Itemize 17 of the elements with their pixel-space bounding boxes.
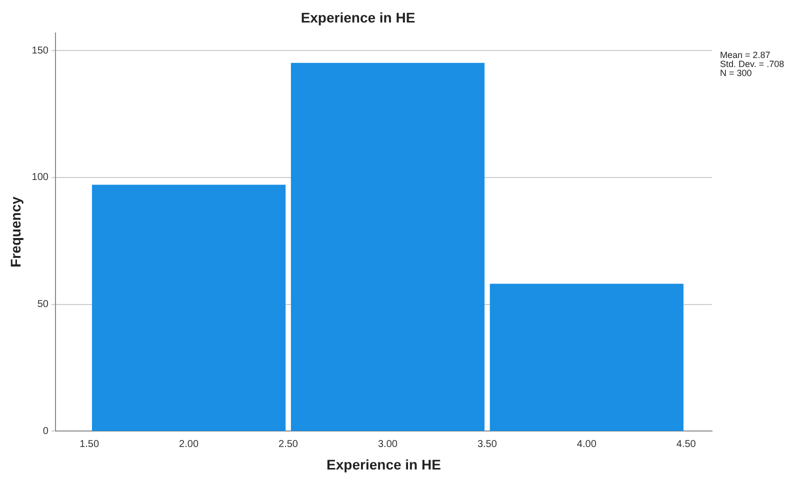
- x-tick-label: 1.50: [80, 438, 100, 450]
- y-tick-label: 100: [32, 172, 49, 184]
- x-tick-label: 3.50: [477, 438, 498, 450]
- y-axis-title: Frequency: [7, 196, 24, 268]
- x-tick-label: 2.00: [179, 438, 199, 450]
- text: Mean = 2.87: [720, 50, 770, 60]
- y-tick-label: 0: [42, 426, 49, 437]
- chart-title: Experience in HE: [300, 9, 416, 26]
- text: Std. Dev. = .708: [720, 58, 784, 69]
- x-tick-label: 4.50: [676, 438, 696, 450]
- y-tick-label: 150: [32, 45, 49, 56]
- text: N = 300: [720, 68, 752, 78]
- x-axis-title: Experience in HE: [326, 456, 441, 472]
- x-tick-label: 3.00: [378, 438, 398, 450]
- x-tick-label: 4.00: [576, 438, 597, 450]
- y-tick-label: 50: [37, 299, 49, 310]
- x-tick-label: 2.50: [278, 438, 298, 450]
